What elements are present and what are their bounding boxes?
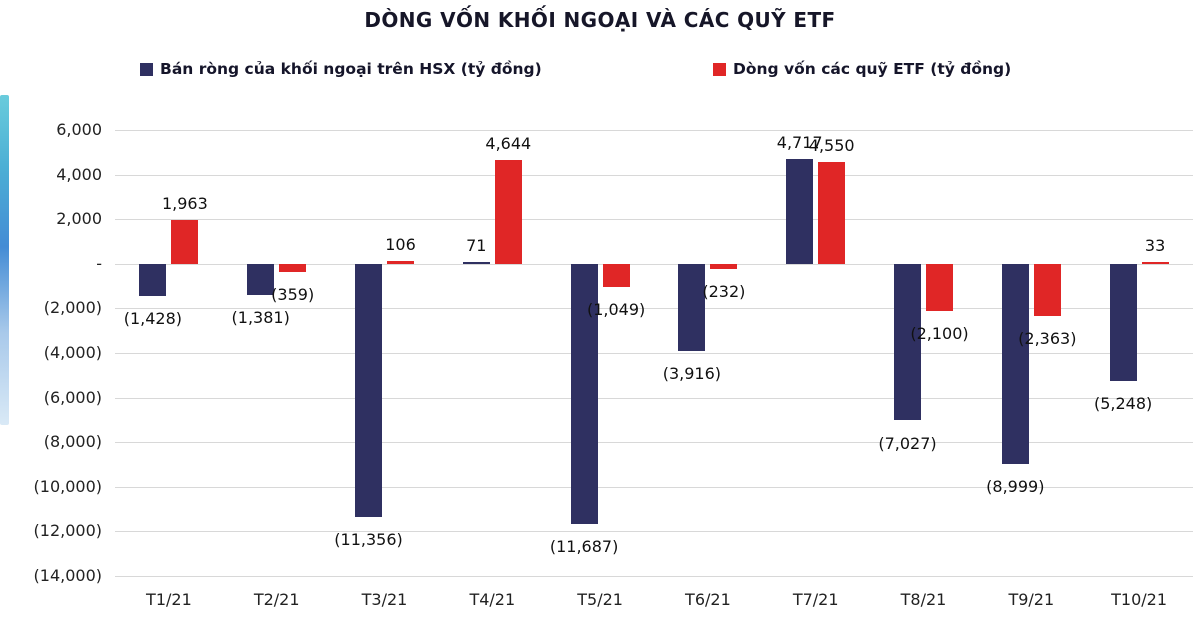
value-label: (2,363) — [1018, 329, 1077, 349]
value-label: 4,717 — [776, 132, 823, 152]
bar-etf-T8/21 — [926, 263, 953, 311]
bar-hsx-T9/21 — [1001, 263, 1029, 465]
value-label: 4,550 — [808, 136, 855, 156]
x-axis-category-label: T7/21 — [792, 590, 839, 609]
bar-etf-T6/21 — [710, 263, 738, 269]
y-axis-tick-label: 2,000 — [56, 209, 102, 229]
y-axis-tick-label: (8,000) — [43, 432, 102, 452]
value-label: 33 — [1144, 236, 1166, 256]
value-label: (11,687) — [549, 537, 619, 557]
x-axis-category-label: T9/21 — [1008, 590, 1055, 609]
gridline — [115, 531, 1193, 533]
bar-etf-T5/21 — [602, 263, 630, 288]
bar-etf-T1/21 — [171, 220, 199, 264]
y-axis-tick-label: (14,000) — [33, 566, 102, 585]
gridline — [115, 308, 1193, 310]
value-label: (359) — [271, 284, 315, 304]
gridline — [115, 130, 1193, 131]
bar-etf-T3/21 — [387, 261, 414, 264]
bar-hsx-T8/21 — [894, 263, 921, 421]
legend-swatch-red — [713, 62, 726, 76]
x-axis-category-label: T5/21 — [577, 590, 623, 609]
value-label: (5,248) — [1093, 393, 1153, 413]
gridline — [115, 263, 1193, 265]
bar-hsx-T2/21 — [247, 263, 275, 295]
y-axis-tick-label: (4,000) — [43, 343, 102, 362]
x-axis-category-label: T10/21 — [1111, 590, 1168, 609]
gridline — [115, 576, 1193, 577]
bar-hsx-T10/21 — [1109, 263, 1137, 381]
x-axis-category-label: T2/21 — [253, 590, 300, 609]
value-label: (11,356) — [334, 530, 403, 550]
bar-hsx-T5/21 — [570, 263, 598, 525]
bar-hsx-T7/21 — [786, 158, 814, 264]
bar-etf-T4/21 — [494, 160, 522, 264]
y-axis-tick-label: (2,000) — [43, 298, 102, 318]
gridline — [115, 442, 1193, 444]
value-label: (1,381) — [231, 307, 290, 327]
gridline — [115, 397, 1193, 399]
gridline — [115, 219, 1193, 221]
y-axis-tick-label: (12,000) — [33, 521, 102, 541]
bar-etf-T2/21 — [279, 263, 307, 272]
value-label: 106 — [385, 235, 416, 255]
legend-item-hsx: Bán ròng của khối ngoại trên HSX (tỷ đồn… — [140, 60, 542, 78]
x-axis-category-label: T8/21 — [900, 590, 947, 609]
legend-swatch-navy — [140, 62, 153, 76]
chart-title: DÒNG VỐN KHỐI NGOẠI VÀ CÁC QUỸ ETF — [364, 8, 836, 32]
y-axis-tick-label: 6,000 — [56, 120, 102, 139]
value-label: (1,049) — [586, 300, 646, 320]
x-axis-category-label: T6/21 — [685, 590, 731, 609]
legend-label-etf: Dòng vốn các quỹ ETF (tỷ đồng) — [733, 60, 1012, 78]
bar-etf-T7/21 — [818, 162, 846, 264]
value-label: (232) — [702, 281, 746, 301]
y-axis-tick-label: (10,000) — [33, 476, 102, 496]
x-axis-category-label: T1/21 — [146, 590, 192, 609]
value-label: (3,916) — [662, 364, 722, 384]
left-edge-decoration — [0, 95, 9, 425]
bar-etf-T9/21 — [1033, 263, 1061, 317]
value-label: (2,100) — [910, 323, 969, 343]
value-label: 4,644 — [485, 134, 532, 154]
legend-label-hsx: Bán ròng của khối ngoại trên HSX (tỷ đồn… — [160, 60, 542, 78]
gridline — [115, 353, 1193, 354]
bar-etf-T10/21 — [1141, 262, 1169, 264]
x-axis-category-label: T3/21 — [361, 590, 408, 609]
x-axis-category-label: T4/21 — [469, 590, 516, 609]
value-label: (1,428) — [123, 308, 183, 328]
legend-item-etf: Dòng vốn các quỹ ETF (tỷ đồng) — [713, 60, 1011, 78]
bar-hsx-T6/21 — [678, 263, 706, 352]
y-axis-tick-label: - — [96, 253, 102, 273]
gridline — [115, 486, 1193, 488]
value-label: (8,999) — [986, 477, 1045, 497]
y-axis-tick-label: 4,000 — [56, 164, 102, 184]
y-axis-tick-label: (6,000) — [43, 387, 102, 407]
value-label: (7,027) — [878, 433, 937, 453]
value-label: 1,963 — [161, 194, 208, 214]
bar-hsx-T3/21 — [355, 263, 382, 518]
value-label: 71 — [466, 236, 487, 256]
gridline — [115, 174, 1193, 176]
bar-hsx-T1/21 — [139, 263, 167, 296]
bar-hsx-T4/21 — [462, 262, 490, 264]
